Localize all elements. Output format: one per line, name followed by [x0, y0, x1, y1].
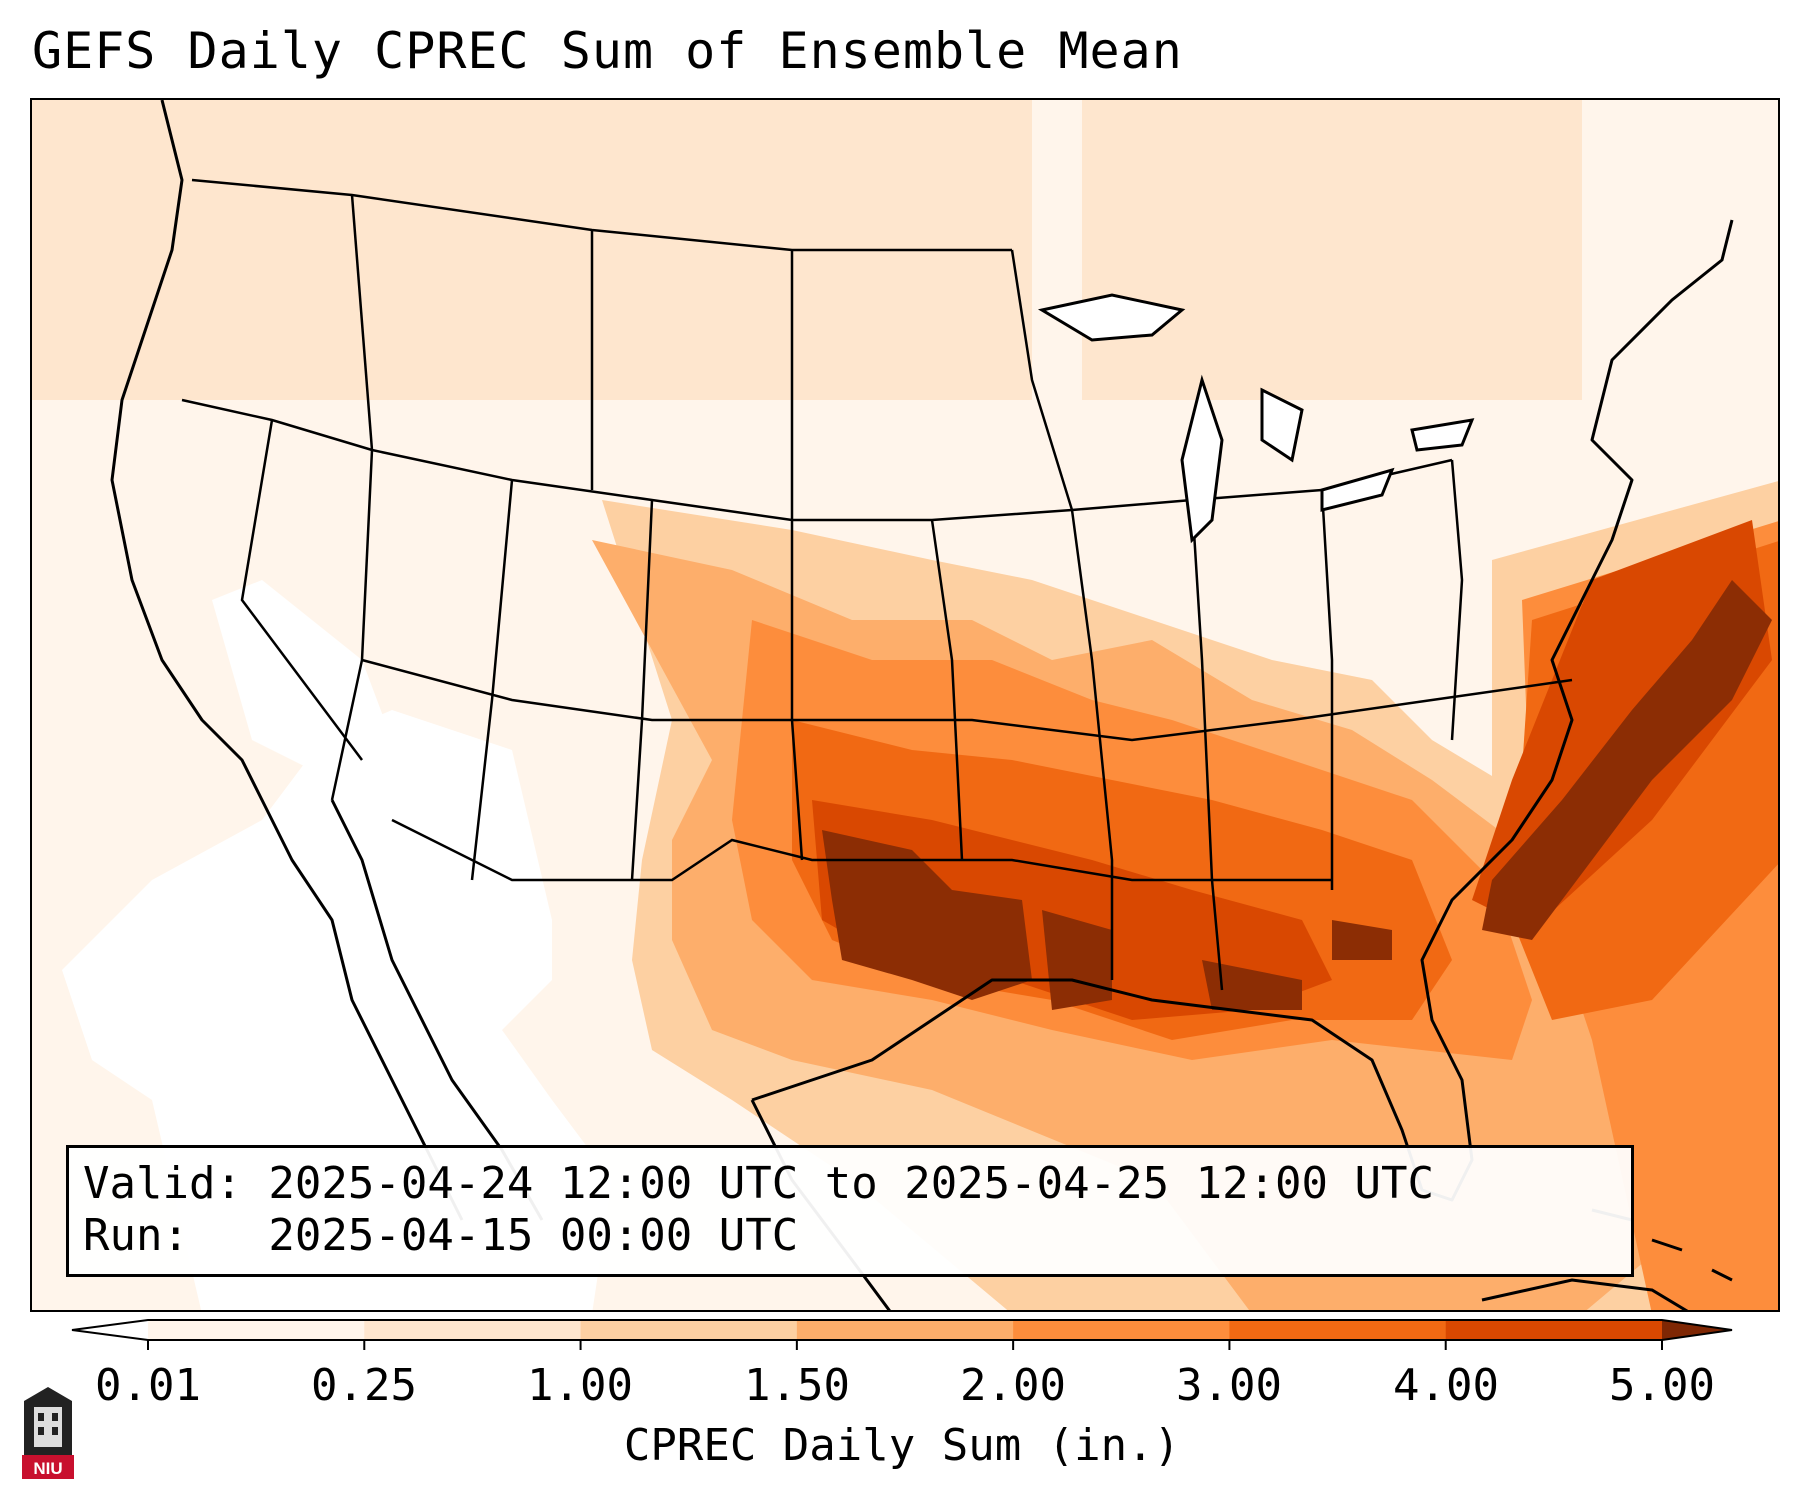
colorbar-over-arrow: [1662, 1320, 1732, 1340]
northeast-light-precip: [1082, 100, 1582, 400]
atlantic-max-precip: [1482, 580, 1772, 940]
alabama-border: [1190, 499, 1224, 991]
plains-west-border: [630, 499, 654, 881]
colorbar-outline: [71, 1319, 1733, 1341]
idaho-border: [350, 194, 374, 451]
colorbar-tick-label: 1.50: [744, 1360, 850, 1411]
colorbar-tick-label: 2.00: [960, 1360, 1066, 1411]
appalachian-border: [1450, 459, 1464, 741]
alabama-max-precip: [1202, 960, 1302, 1010]
lake-erie: [1320, 467, 1395, 512]
southern-state-line: [391, 818, 1332, 882]
colorbar-tick-label: 1.00: [527, 1360, 633, 1411]
colorbar-tick-label: 0.01: [95, 1360, 201, 1411]
map-title: GEFS Daily CPREC Sum of Ensemble Mean: [32, 22, 1183, 80]
valid-time-line: Valid: 2025-04-24 12:00 UTC to 2025-04-2…: [83, 1158, 1435, 1209]
lake-huron: [1260, 387, 1304, 463]
lake-superior: [1037, 293, 1186, 342]
map-canvas: [32, 100, 1778, 1310]
info-box: Valid: 2025-04-24 12:00 UTC to 2025-04-2…: [66, 1145, 1634, 1277]
missouri-arkansas-border: [930, 519, 964, 861]
colorbar-swatches: [148, 1320, 1663, 1340]
colorbar-swatch: [1229, 1320, 1447, 1340]
minnesota-border: [1010, 249, 1074, 511]
colorbar-swatch: [1445, 1320, 1663, 1340]
cuba-outline: [1481, 1278, 1689, 1310]
state-borders: [181, 178, 1573, 991]
pacific-coastline: [110, 100, 464, 1221]
colorbar-under-arrow: [72, 1320, 148, 1340]
colorbar-swatch: [580, 1320, 798, 1340]
colorbar-swatch: [364, 1320, 582, 1340]
central-state-line: [361, 658, 1573, 742]
kansas-oklahoma-border: [790, 520, 804, 861]
logo-banner: [22, 1455, 74, 1479]
colorbar-swatch: [796, 1320, 1014, 1340]
utah-arizona-border: [330, 449, 374, 801]
colorbar-tick-label: 3.00: [1176, 1360, 1282, 1411]
colorbar-swatch: [1013, 1320, 1230, 1340]
mississippi-river-border: [1070, 509, 1114, 980]
colorbar-ticks: [147, 1340, 1663, 1350]
oklahoma-max-precip: [822, 830, 1032, 1000]
lake-ontario: [1410, 418, 1475, 452]
niu-logo: NIU: [22, 1387, 74, 1479]
nevada-border: [240, 419, 363, 761]
lake-michigan: [1180, 374, 1224, 544]
colorbar-tick-label: 5.00: [1609, 1360, 1715, 1411]
gulf-atlantic-coastline: [751, 219, 1734, 1202]
colorbar-swatch: [148, 1320, 365, 1340]
georgia-border: [1320, 489, 1334, 890]
colorbar: [71, 1319, 1733, 1350]
colorbar-label: CPREC Daily Sum (in.): [623, 1420, 1181, 1471]
colorbar-tick-label: 0.25: [311, 1360, 417, 1411]
great-lakes: [1037, 293, 1475, 544]
georgia-max-precip: [1332, 920, 1392, 960]
run-time-line: Run: 2025-04-15 00:00 UTC: [83, 1210, 799, 1261]
logo-text: NIU: [33, 1459, 62, 1478]
precipitation-map: [30, 98, 1780, 1312]
colorbar-tick-label: 4.00: [1393, 1360, 1499, 1411]
colorado-new-mexico-border: [470, 479, 514, 881]
